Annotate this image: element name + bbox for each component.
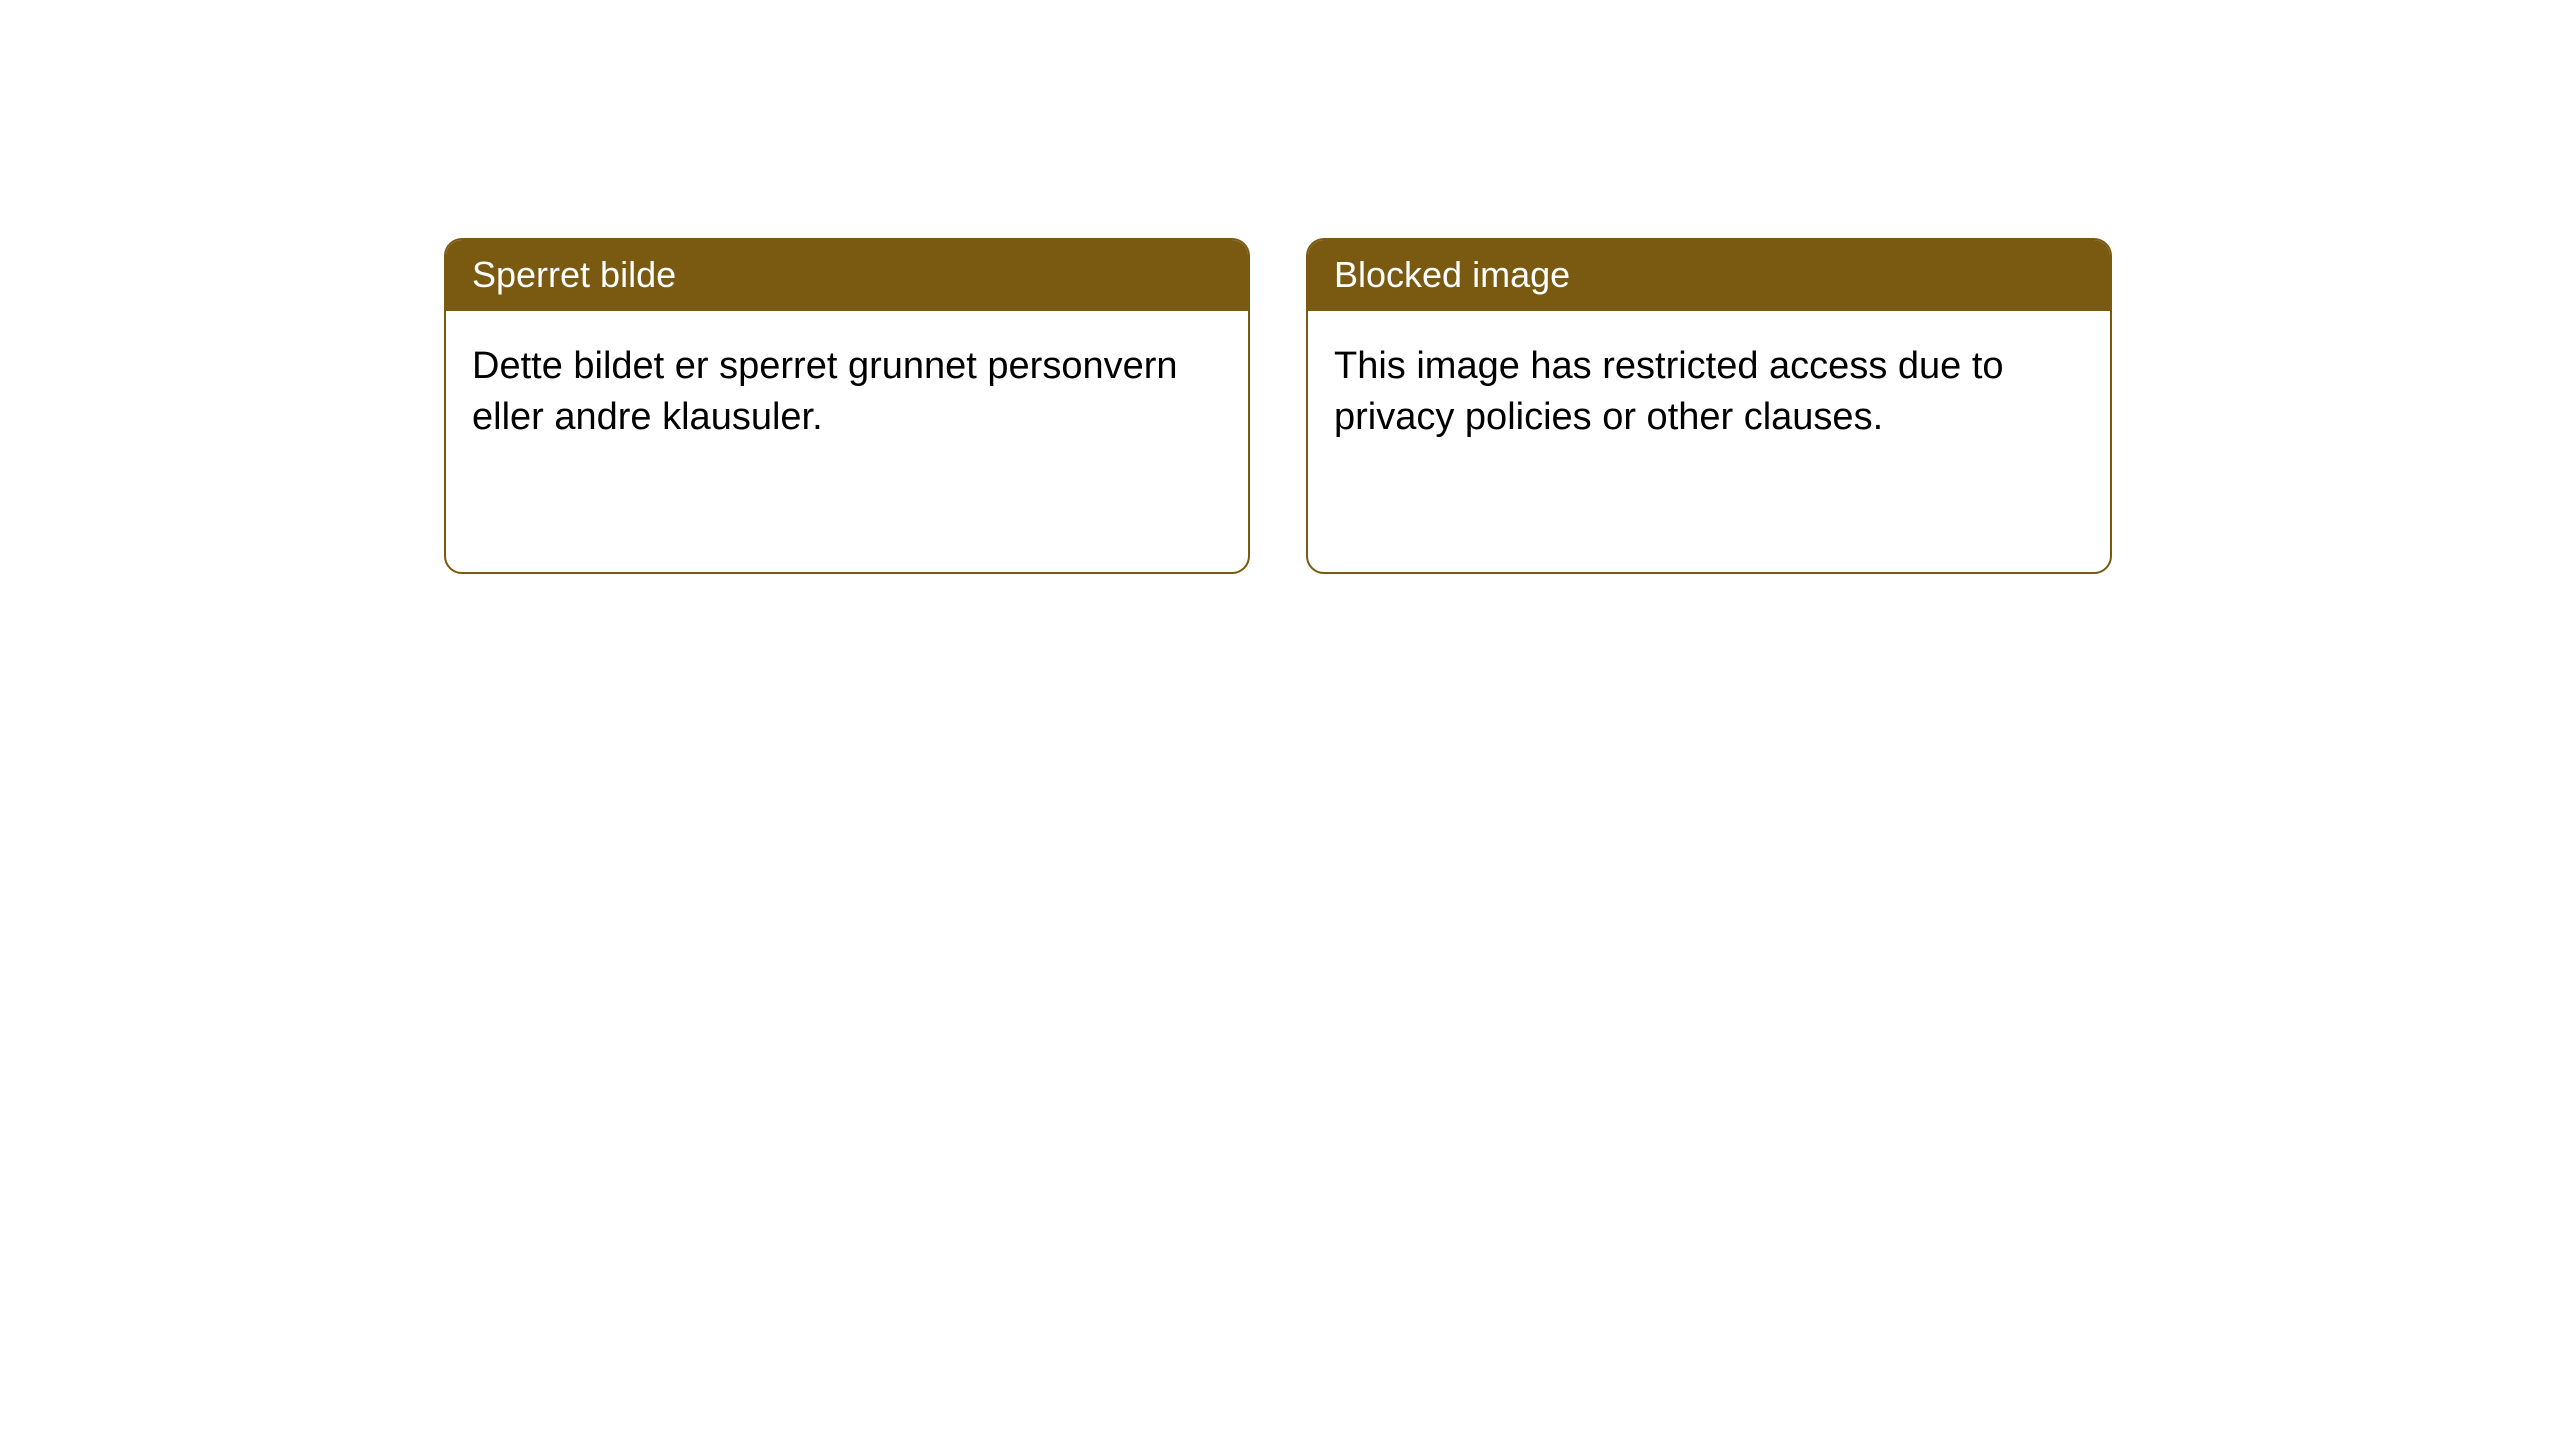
card-header: Sperret bilde [446,240,1248,311]
card-title: Blocked image [1334,254,1570,295]
card-body-text: Dette bildet er sperret grunnet personve… [472,345,1178,438]
card-body: This image has restricted access due to … [1308,311,2110,474]
card-body: Dette bildet er sperret grunnet personve… [446,311,1248,474]
card-header: Blocked image [1308,240,2110,311]
card-title: Sperret bilde [472,254,676,295]
card-body-text: This image has restricted access due to … [1334,345,2004,438]
notice-cards-container: Sperret bilde Dette bildet er sperret gr… [444,238,2112,574]
notice-card-norwegian: Sperret bilde Dette bildet er sperret gr… [444,238,1250,574]
notice-card-english: Blocked image This image has restricted … [1306,238,2112,574]
